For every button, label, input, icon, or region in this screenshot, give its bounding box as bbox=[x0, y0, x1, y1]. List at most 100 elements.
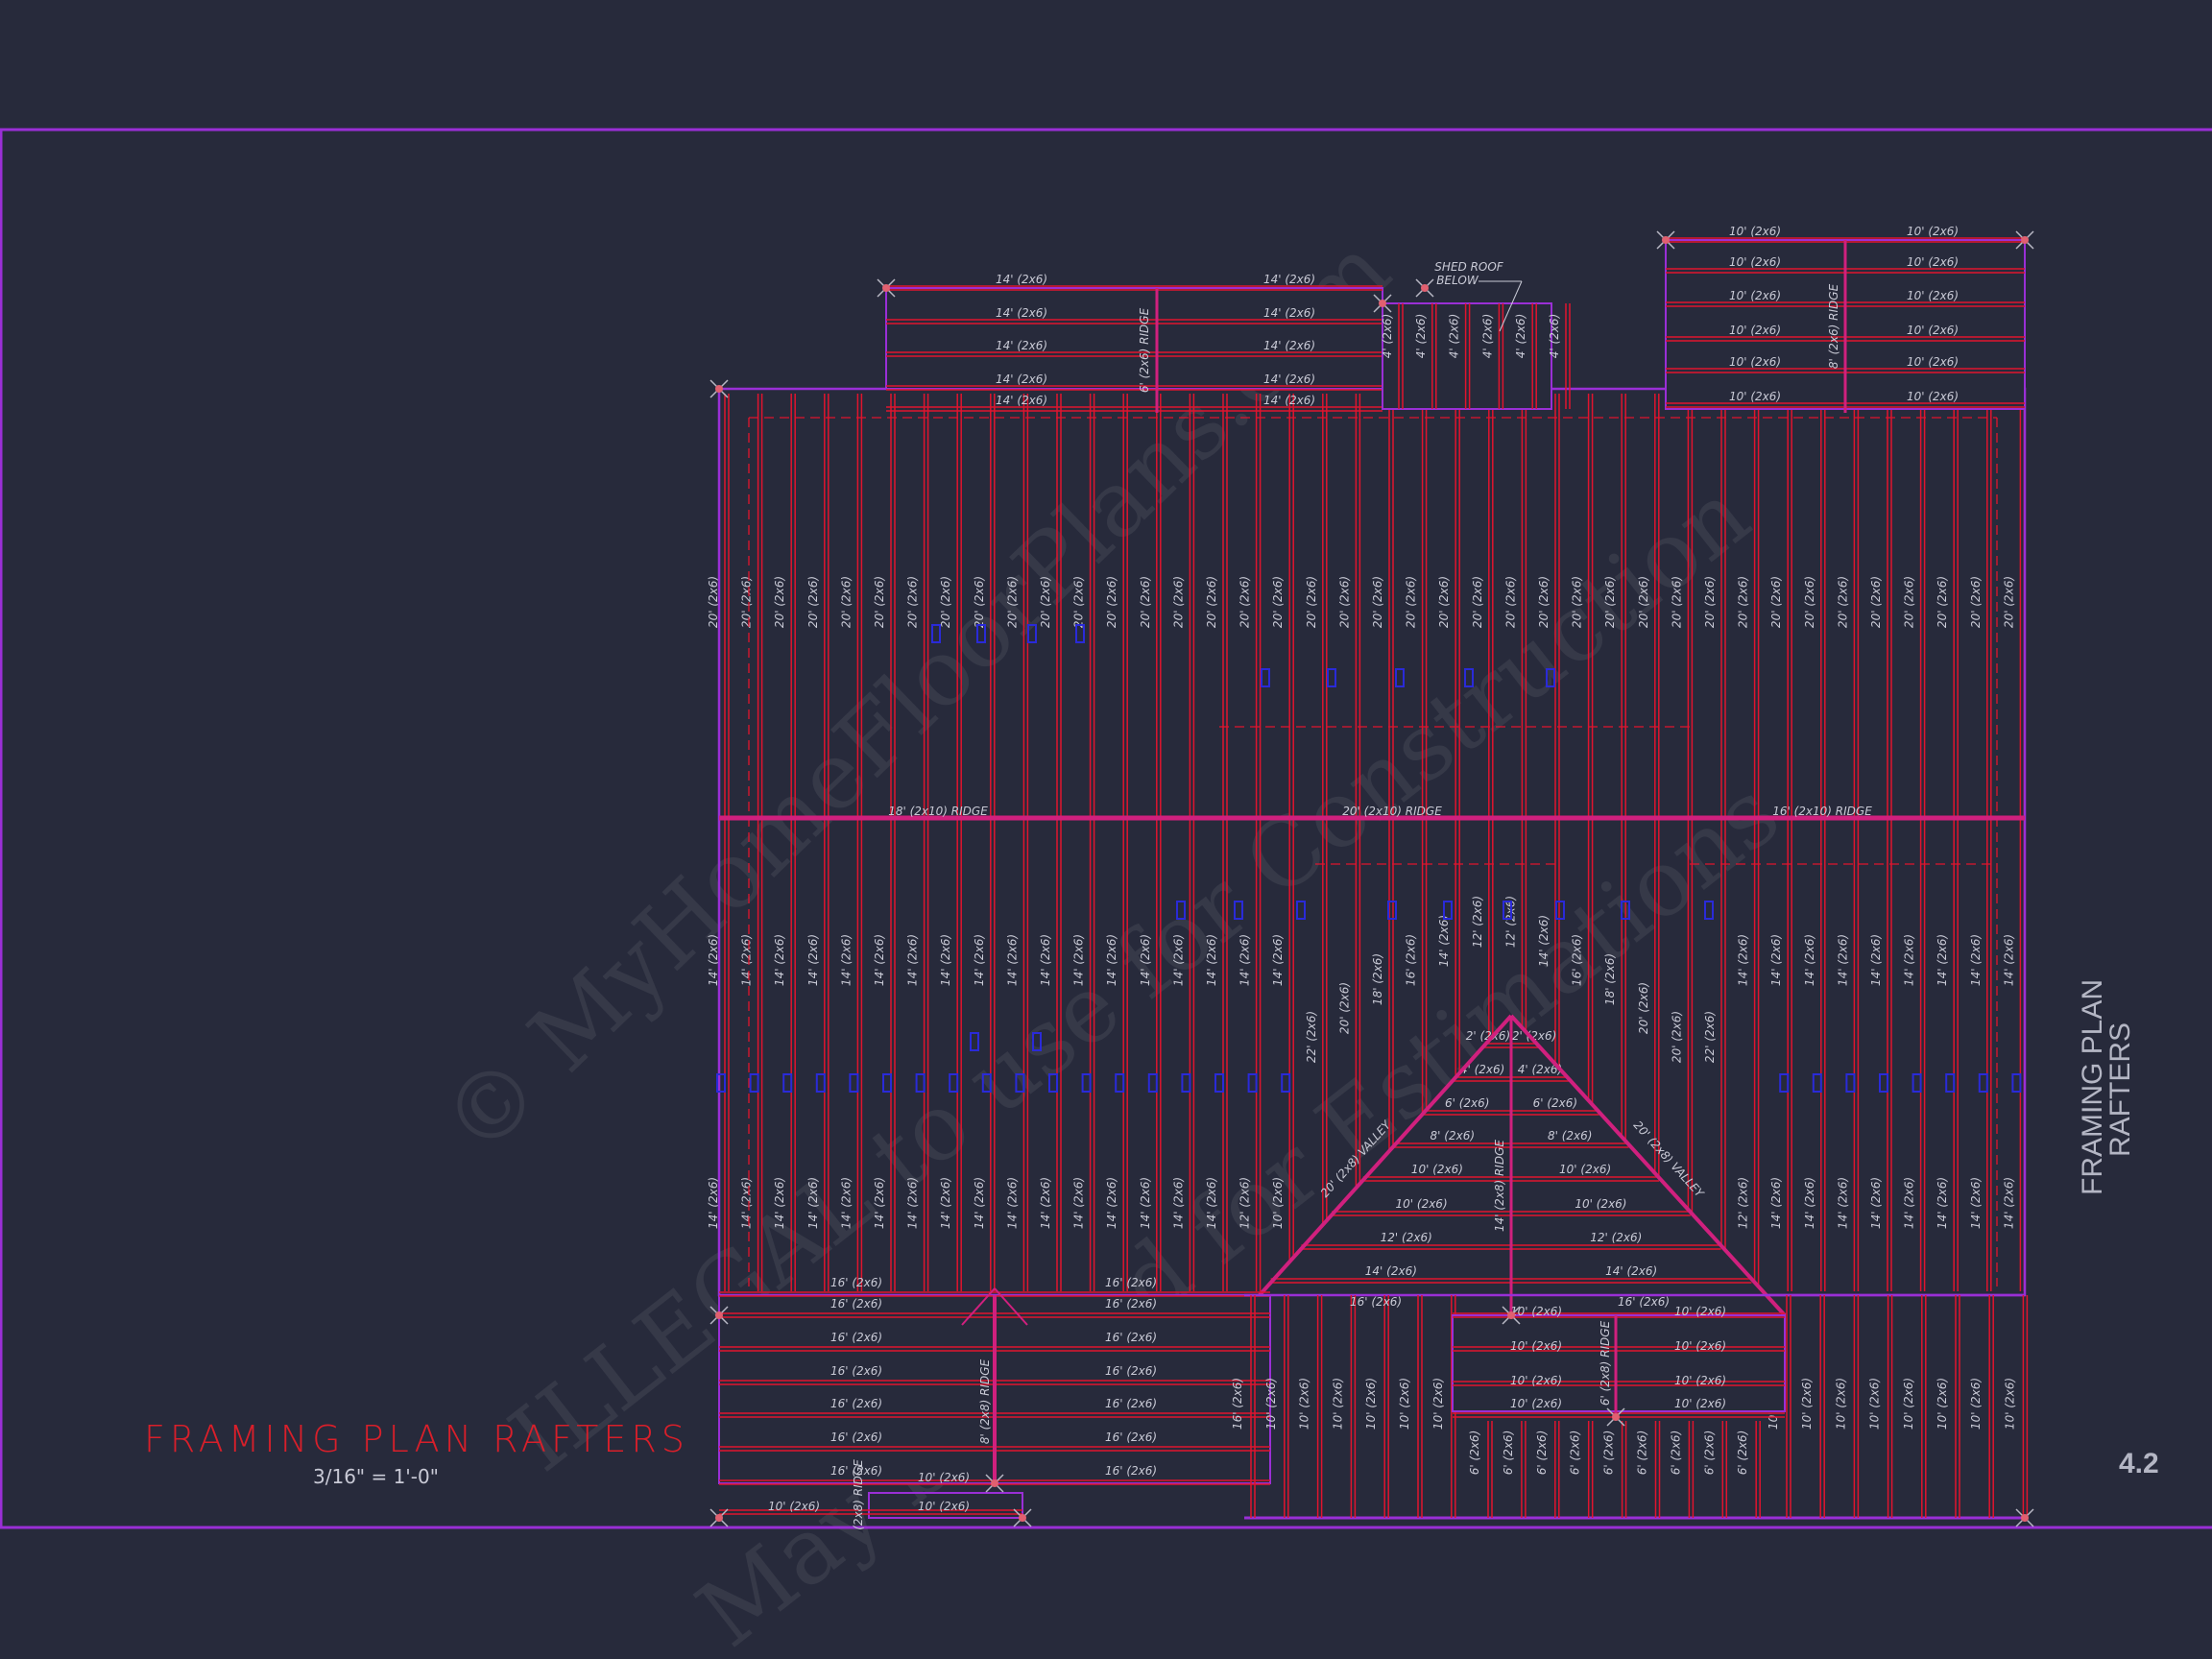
rafter-label: 10' (2x6) bbox=[1907, 390, 1959, 403]
rafter-label-lower: 14' (2x6) bbox=[1072, 1177, 1086, 1229]
rafter-label: 10' (2x6) bbox=[1907, 225, 1959, 238]
rafter-label-upper: 20' (2x6) bbox=[1936, 576, 1949, 628]
rafter-label: 16' (2x6) bbox=[1105, 1431, 1157, 1444]
rafter-label-upper: 20' (2x6) bbox=[1571, 576, 1584, 628]
rafter-label-middle: 14' (2x6) bbox=[773, 934, 786, 986]
post-marker bbox=[1296, 901, 1306, 920]
rafter-label: 16' (2x6) bbox=[1105, 1331, 1157, 1344]
rafter-label-lower: 14' (2x6) bbox=[1105, 1177, 1118, 1229]
rafter-label-lower: 14' (2x6) bbox=[906, 1177, 920, 1229]
ridge-label-right: 16' (2x10) RIDGE bbox=[1772, 805, 1872, 818]
rafter-label: 10' (2x6) bbox=[1264, 1378, 1278, 1430]
rafter-label: 10' (2x6) bbox=[1674, 1339, 1726, 1353]
rafter-label: 14' (2x6) bbox=[996, 306, 1047, 320]
ridge-label-bottom-left: 8' (2x8) RIDGE bbox=[978, 1358, 992, 1444]
rafter-label-lower: 14' (2x6) bbox=[1836, 1177, 1849, 1229]
corner-marker bbox=[1662, 236, 1670, 244]
rafter-label: 10' (2x6) bbox=[918, 1471, 970, 1484]
rafter-label-middle: 20' (2x6) bbox=[1337, 982, 1351, 1034]
rafter-label-middle: 14' (2x6) bbox=[1537, 915, 1551, 967]
rafter-label-lower: 14' (2x6) bbox=[839, 1177, 853, 1229]
rafter-label: 14' (2x6) bbox=[1263, 273, 1315, 286]
rafter-label: 14' (2x6) bbox=[996, 394, 1047, 407]
rafter-label-upper: 20' (2x6) bbox=[1005, 576, 1019, 628]
post-marker bbox=[1281, 1073, 1291, 1093]
rafter-label: 10' (2x6) bbox=[1729, 225, 1781, 238]
rafter-label: 10' (2x6) bbox=[1510, 1305, 1562, 1318]
post-marker bbox=[1147, 1073, 1158, 1093]
post-marker bbox=[1015, 1073, 1025, 1093]
rafter-label: 16' (2x6) bbox=[1618, 1295, 1670, 1309]
rafter-label-lower: 14' (2x6) bbox=[1969, 1177, 1983, 1229]
post-marker bbox=[1503, 901, 1512, 920]
rafter-label: 6' (2x6) bbox=[1468, 1431, 1481, 1475]
rafter-label-middle: 14' (2x6) bbox=[873, 934, 886, 986]
rafter-label: 10' (2x6) bbox=[1331, 1378, 1344, 1430]
corner-marker bbox=[715, 1514, 723, 1522]
rafter-label-upper: 20' (2x6) bbox=[1969, 576, 1983, 628]
rafter-label-lower: 14' (2x6) bbox=[1005, 1177, 1019, 1229]
rafter-label-upper: 20' (2x6) bbox=[1039, 576, 1052, 628]
shed-rafter-label: 4' (2x6) bbox=[1480, 314, 1494, 358]
rafter-label-upper: 20' (2x6) bbox=[1437, 576, 1451, 628]
rafter-label-upper: 20' (2x6) bbox=[973, 576, 986, 628]
rafter-label: 10' (2x6) bbox=[1834, 1378, 1847, 1430]
rafter-label: 10' (2x6) bbox=[1398, 1378, 1411, 1430]
post-marker bbox=[849, 1073, 859, 1093]
post-marker bbox=[1546, 668, 1555, 687]
corner-marker bbox=[1612, 1413, 1620, 1421]
rafter-label-middle: 14' (2x6) bbox=[1737, 934, 1750, 986]
rafter-label-middle: 16' (2x6) bbox=[1571, 934, 1584, 986]
rafter-label-lower: 14' (2x6) bbox=[707, 1177, 720, 1229]
post-marker bbox=[1978, 1073, 1988, 1093]
post-marker bbox=[1845, 1073, 1856, 1093]
rafter-label-lower: 14' (2x6) bbox=[1171, 1177, 1185, 1229]
shed-rafter-label: 4' (2x6) bbox=[1448, 314, 1461, 358]
post-marker bbox=[1911, 1073, 1922, 1093]
rafter-label-lower: 14' (2x6) bbox=[973, 1177, 986, 1229]
rafter-label: 16' (2x6) bbox=[1105, 1397, 1157, 1410]
post-marker bbox=[1443, 901, 1453, 920]
ridge-label-top-left: 6' (2x6) RIDGE bbox=[1138, 307, 1151, 393]
rafter-label-upper: 20' (2x6) bbox=[1737, 576, 1750, 628]
rafter-label: 16' (2x6) bbox=[1350, 1295, 1402, 1309]
rafter-label: 14' (2x6) bbox=[1263, 306, 1315, 320]
rafter-label-middle: 14' (2x6) bbox=[1803, 934, 1816, 986]
rafter-label-lower: 14' (2x6) bbox=[1869, 1177, 1883, 1229]
sheet-number: 4.2 bbox=[2119, 1448, 2159, 1479]
post-marker bbox=[1812, 1073, 1822, 1093]
gable-mark bbox=[994, 1287, 1028, 1326]
rafter-label-middle: 14' (2x6) bbox=[1936, 934, 1949, 986]
drawing-scale: 3/16" = 1'-0" bbox=[313, 1465, 439, 1488]
rafter-label-middle: 14' (2x6) bbox=[1769, 934, 1783, 986]
gable-rafter-label: 8' (2x6) bbox=[1431, 1129, 1475, 1142]
valley-left bbox=[1239, 1014, 1513, 1317]
gable-rafter-label: 10' (2x6) bbox=[1411, 1163, 1463, 1176]
rafter-label: 10' (2x6) bbox=[1510, 1397, 1562, 1410]
rafter-label: 10' (2x6) bbox=[1729, 355, 1781, 369]
gable-rafter-label: 12' (2x6) bbox=[1381, 1231, 1432, 1244]
rafter-label-lower: 14' (2x6) bbox=[2002, 1177, 2015, 1229]
post-marker bbox=[1464, 668, 1474, 687]
post-marker bbox=[815, 1073, 826, 1093]
post-marker bbox=[1181, 1073, 1191, 1093]
rafter-label: 16' (2x6) bbox=[830, 1431, 882, 1444]
rafter-label-upper: 20' (2x6) bbox=[1271, 576, 1285, 628]
post-marker bbox=[1081, 1073, 1092, 1093]
post-marker bbox=[1032, 1032, 1042, 1051]
rafter-label-middle: 14' (2x6) bbox=[1437, 915, 1451, 967]
rafter-label: 10' (2x6) bbox=[1907, 324, 1959, 337]
gable-rafter-label: 10' (2x6) bbox=[1396, 1197, 1448, 1211]
rafter-label: 6' (2x6) bbox=[1569, 1431, 1582, 1475]
rafter-label-upper: 20' (2x6) bbox=[1603, 576, 1617, 628]
rafter-label-upper: 20' (2x6) bbox=[1371, 576, 1384, 628]
rafter-label: 6' (2x6) bbox=[1502, 1431, 1515, 1475]
corner-marker bbox=[882, 284, 890, 292]
rafter-label-middle: 14' (2x6) bbox=[839, 934, 853, 986]
rafter-label: 10' (2x6) bbox=[1431, 1378, 1445, 1430]
rafter-label-upper: 20' (2x6) bbox=[1139, 576, 1152, 628]
rafter-label-upper: 20' (2x6) bbox=[1205, 576, 1218, 628]
rafter-label-upper: 20' (2x6) bbox=[1637, 576, 1650, 628]
rafter-label: 10' (2x6) bbox=[1510, 1374, 1562, 1387]
